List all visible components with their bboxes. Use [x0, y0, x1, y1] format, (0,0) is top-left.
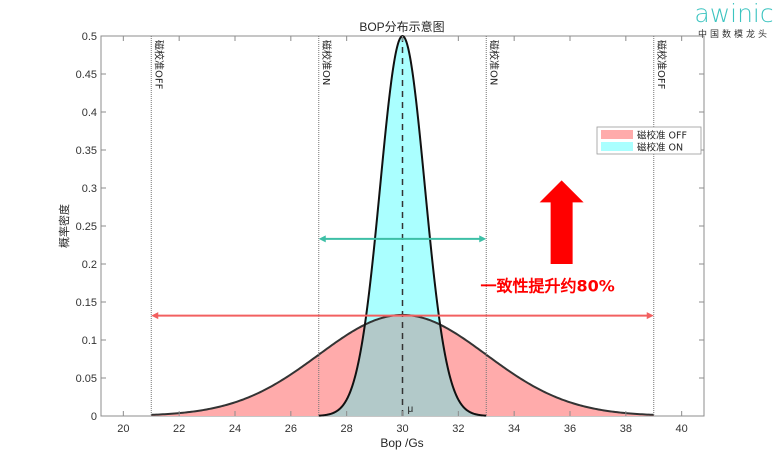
limit-label: 磁校准OFF — [655, 40, 668, 90]
limit-label: 磁校准OFF — [152, 40, 165, 90]
limit-label: 磁校准ON — [487, 40, 500, 85]
logo-wordmark: awinic — [694, 0, 774, 28]
y-tick-label: 0.05 — [76, 373, 97, 385]
y-axis-label: 概率密度 — [57, 204, 71, 248]
limit-label: 磁校准ON — [320, 40, 333, 85]
improvement-label: 一致性提升约80% — [481, 276, 615, 295]
y-tick-label: 0.25 — [76, 221, 97, 233]
arrow-head-left — [318, 235, 326, 243]
up-arrow-icon — [539, 180, 584, 264]
y-tick-label: 0.3 — [82, 183, 97, 195]
x-tick-label: 38 — [620, 423, 632, 435]
awinic-logo: awinic 中国数模龙头 — [690, 0, 778, 40]
arrow-head-left — [151, 312, 159, 320]
y-tick-label: 0 — [91, 411, 97, 423]
plot-area: 磁校准OFF 磁校准ON 磁校准ON 磁校准OFF μ 20 22 24 26 28 30 32 34 3… — [76, 31, 705, 435]
legend-entry: 磁校准 ON — [637, 142, 683, 154]
overlap-area — [318, 314, 487, 416]
y-tick-label: 0.5 — [82, 31, 97, 43]
y-tick-label: 0.4 — [82, 107, 97, 119]
x-axis-label: Bop /Gs — [380, 436, 423, 450]
x-tick-label: 30 — [396, 423, 408, 435]
legend-swatch — [601, 142, 633, 151]
y-tick-label: 0.1 — [82, 335, 97, 347]
chart-title: BOP分布示意图 — [359, 19, 444, 34]
legend-entry: 磁校准 OFF — [637, 130, 687, 142]
x-tick-label: 36 — [564, 423, 576, 435]
x-tick-label: 40 — [676, 423, 688, 435]
legend-swatch — [601, 130, 633, 139]
x-tick-label: 26 — [285, 423, 297, 435]
arrow-head-right — [646, 312, 654, 320]
y-tick-label: 0.2 — [82, 259, 97, 271]
x-tick-label: 22 — [173, 423, 185, 435]
x-tick-label: 34 — [508, 423, 520, 435]
logo-tagline: 中国数模龙头 — [697, 30, 770, 40]
y-tick-label: 0.35 — [76, 145, 97, 157]
arrow-head-right — [479, 235, 487, 243]
x-tick-label: 24 — [229, 423, 241, 435]
x-tick-label: 20 — [117, 423, 129, 435]
x-tick-label: 28 — [341, 423, 353, 435]
mean-label: μ — [408, 404, 414, 415]
y-tick-label: 0.45 — [76, 69, 97, 81]
y-tick-label: 0.15 — [76, 297, 97, 309]
x-tick-label: 32 — [452, 423, 464, 435]
